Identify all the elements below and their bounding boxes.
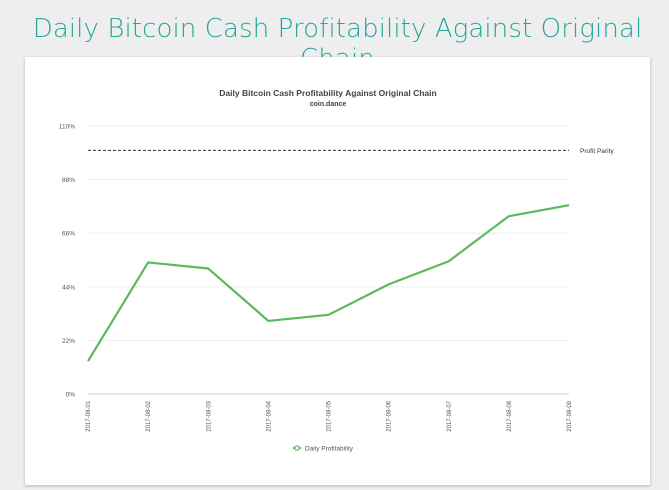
y-axis: 110% 88% 66% 44% 22% 0% [59,124,75,399]
y-tick-label: 110% [59,124,75,131]
chart-subtitle: coin.dance [310,101,347,108]
x-tick-label: 2017-08-06 [387,400,393,431]
y-tick-label: 0% [66,392,76,399]
x-tick-label: 2017-08-03 [206,400,212,431]
series-group [87,204,570,362]
legend: Daily Profitability [293,445,354,453]
x-tick-label: 2017-08-02 [146,400,152,431]
x-tick-label: 2017-08-04 [266,400,272,431]
legend-label: Daily Profitability [305,446,354,453]
y-tick-label: 88% [62,177,75,184]
x-tick-label: 2017-08-09 [567,400,573,431]
y-tick-label: 66% [62,231,75,238]
x-tick-label: 2017-08-08 [507,400,513,431]
profitability-chart: Daily Bitcoin Cash Profitability Against… [59,88,614,453]
chart-title: Daily Bitcoin Cash Profitability Against… [219,88,436,98]
x-axis: 2017-08-01 2017-08-02 2017-08-03 2017-08-04… [86,400,573,431]
x-tick-label: 2017-08-07 [447,400,453,431]
y-tick-label: 22% [62,338,75,345]
y-tick-label: 44% [62,284,75,291]
x-tick-label: 2017-08-01 [86,400,92,431]
grid-lines [88,125,569,395]
chart-card: Daily Bitcoin Cash Profitability Against… [25,57,650,485]
series-line [87,204,570,362]
x-tick-label: 2017-08-05 [327,400,333,431]
profit-parity-label: Profit Parity [580,148,614,155]
legend-marker [294,445,300,451]
profit-parity: Profit Parity [88,148,614,155]
